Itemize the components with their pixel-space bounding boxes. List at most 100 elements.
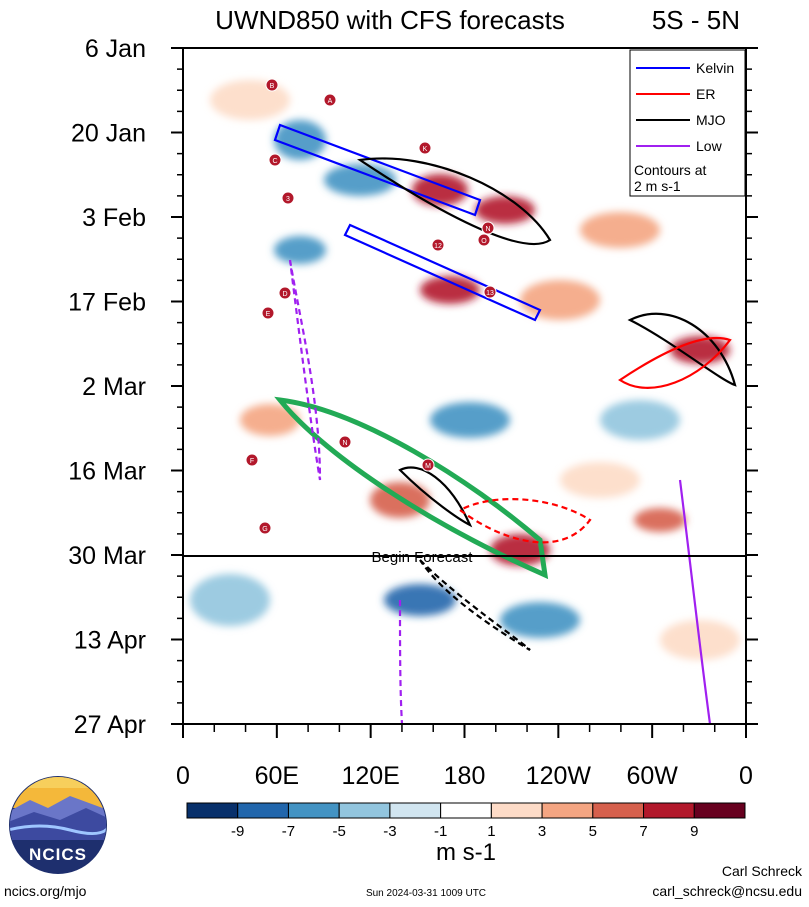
y-axis: 6 Jan 20 Jan 3 Feb 17 Feb 2 Mar 16 Mar 30 Mar 1…	[68, 35, 758, 739]
colorbar-bin	[287, 802, 340, 819]
contour-line	[288, 259, 322, 481]
footer-timestamp: Sun 2024-03-31 1009 UTC	[366, 888, 486, 899]
contour-line	[618, 337, 732, 389]
y-tick-label: 27 Apr	[74, 711, 146, 739]
storm-marker-label: 13	[486, 290, 494, 297]
contour-line	[398, 466, 473, 528]
y-tick-label: 20 Jan	[71, 120, 146, 148]
x-tick-label: 60W	[626, 762, 678, 790]
anomaly-patch	[420, 276, 480, 304]
contour-line	[398, 599, 404, 724]
storm-marker: E	[261, 306, 275, 320]
anomaly-patch	[500, 602, 580, 638]
legend-label: ER	[696, 86, 715, 102]
storm-marker-label: N	[342, 440, 347, 447]
y-tick-label: 13 Apr	[74, 627, 146, 655]
anomaly-patch	[520, 280, 600, 320]
contour-line	[356, 157, 552, 246]
anomaly-patch	[430, 402, 510, 438]
colorbar-tick-label: -7	[282, 823, 295, 840]
colorbar-bin	[440, 802, 492, 819]
footer-site: ncics.org/mjo	[4, 883, 87, 899]
storm-marker: 13	[483, 285, 497, 299]
chart-title: UWND850 with CFS forecasts	[215, 5, 565, 35]
colorbar-tick-label: -3	[383, 823, 396, 840]
contour-line	[678, 479, 712, 724]
contour-line	[273, 123, 482, 217]
anomaly-patch	[600, 400, 680, 440]
x-tick-label: 120E	[341, 762, 399, 790]
anomaly-patch	[634, 508, 686, 532]
forecast-label: Begin Forecast	[372, 549, 474, 566]
colorbar-bin	[338, 802, 391, 819]
anomaly-patch	[274, 120, 326, 160]
anomaly-patch	[190, 574, 270, 626]
x-tick-label: 180	[444, 762, 486, 790]
y-tick-label: 3 Feb	[82, 204, 146, 232]
x-tick-label: 0	[739, 762, 753, 790]
colorbar-bin	[389, 802, 442, 819]
colorbar-bin	[237, 802, 289, 819]
anomaly-patch	[560, 462, 640, 498]
contour-line	[627, 312, 737, 387]
anomaly-patch	[384, 584, 456, 616]
y-tick-label: 2 Mar	[82, 373, 146, 401]
storm-marker-label: C	[272, 158, 277, 165]
storm-marker: A	[323, 93, 337, 107]
storm-marker: D	[278, 286, 292, 300]
legend-label: Low	[696, 138, 723, 154]
storm-marker: K	[418, 141, 432, 155]
legend: Kelvin ER MJO Low Contours at 2 m s-1	[629, 49, 746, 197]
storm-marker: 3	[281, 191, 295, 205]
storm-marker-label: F	[250, 458, 254, 465]
storm-marker: M	[421, 458, 435, 472]
region-label: 5S - 5N	[652, 5, 740, 35]
colorbar-tick-label: 9	[690, 823, 698, 840]
storm-marker-label: 3	[286, 196, 290, 203]
storm-marker: 12	[431, 238, 445, 252]
colorbar-bin	[693, 802, 746, 819]
storm-marker-label: M	[425, 463, 431, 470]
legend-label: Kelvin	[696, 60, 734, 76]
storm-marker: N	[481, 221, 495, 235]
storm-marker: F	[245, 453, 259, 467]
colorbar-tick-label: 3	[538, 823, 546, 840]
colorbar-bin	[186, 802, 239, 819]
y-tick-label: 16 Mar	[68, 458, 146, 486]
legend-note-2: 2 m s-1	[634, 178, 681, 194]
colorbar-tick-label: -9	[231, 823, 244, 840]
x-tick-label: 0	[176, 762, 190, 790]
colorbar-tick-label: 7	[639, 823, 647, 840]
colorbar-bin	[643, 802, 695, 819]
x-tick-label: 60E	[255, 762, 299, 790]
logo-text: NCICS	[29, 845, 87, 864]
contour-line	[457, 498, 592, 544]
storm-marker-label: B	[270, 83, 275, 90]
anomaly-patch	[324, 164, 396, 196]
storm-marker-label: 12	[434, 243, 442, 250]
storm-marker: G	[258, 521, 272, 535]
storm-marker-label: N	[485, 226, 490, 233]
storm-marker-label: A	[328, 98, 333, 105]
anomaly-patch	[274, 236, 326, 264]
legend-note-1: Contours at	[634, 162, 706, 178]
colorbar-tick-label: 1	[487, 823, 495, 840]
footer-author: Carl Schreck	[722, 863, 803, 879]
anomaly-patch	[475, 196, 535, 224]
anomaly-field	[190, 80, 740, 660]
storm-marker-label: D	[282, 291, 287, 298]
storm-marker-label: G	[262, 526, 267, 533]
y-tick-label: 17 Feb	[68, 289, 146, 317]
storm-marker-label: E	[266, 311, 271, 318]
legend-box	[629, 49, 746, 197]
colorbar-tick-label: -5	[333, 823, 346, 840]
colorbar-bin	[490, 802, 543, 819]
ncics-logo: NCICS	[9, 776, 107, 874]
y-tick-label: 30 Mar	[68, 542, 146, 570]
footer-email: carl_schreck@ncsu.edu	[652, 883, 802, 899]
legend-label: MJO	[696, 112, 726, 128]
storm-marker-label: K	[423, 146, 428, 153]
storm-marker: C	[268, 153, 282, 167]
colorbar-bin	[592, 802, 645, 819]
